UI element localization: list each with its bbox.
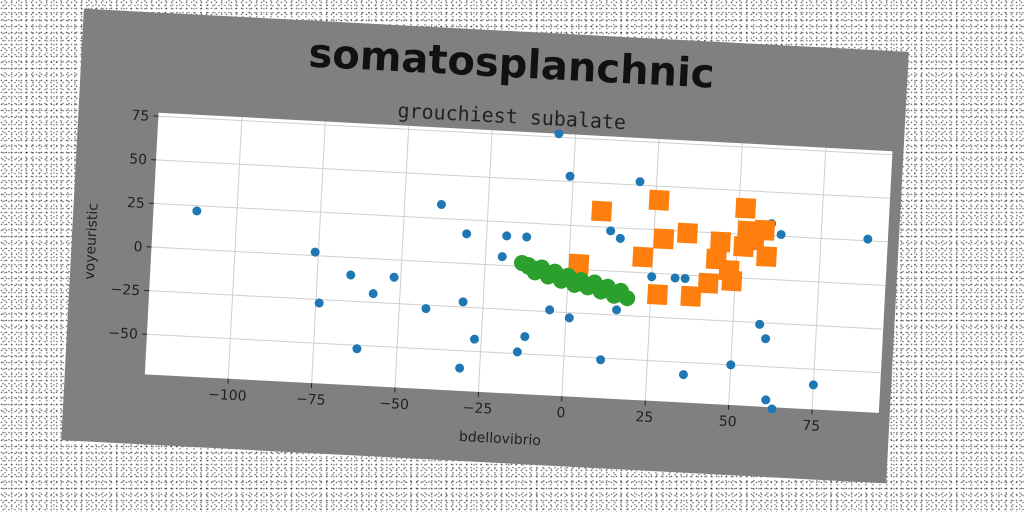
series-1-point <box>389 272 399 282</box>
y-tick-label: 75 <box>131 108 150 125</box>
series-1-point <box>368 289 378 299</box>
series-2-point <box>591 200 613 222</box>
series-1-point <box>192 206 202 216</box>
series-1-point <box>755 319 765 329</box>
x-grid-line <box>811 147 827 410</box>
series-2-point <box>756 246 778 268</box>
series-3-point <box>579 279 596 296</box>
series-1-point <box>776 230 786 240</box>
series-1-point <box>761 395 771 405</box>
series-1-point <box>678 370 688 380</box>
series-1-point <box>680 274 690 284</box>
series-1-point <box>522 232 532 242</box>
x-grid-line <box>644 138 660 401</box>
ticks: −100 −75 −50 −25 0 25 50 75 −50 −25 0 25 50 75 <box>108 108 821 435</box>
series-1-point <box>647 272 657 282</box>
y-tick-label: 25 <box>127 195 146 212</box>
series-1-point <box>497 252 507 262</box>
series-2-point <box>697 272 719 294</box>
series-3-point <box>619 290 636 307</box>
series-1-point <box>863 234 873 244</box>
series-3-point <box>540 268 557 285</box>
x-axis-label: bdellovibrio <box>459 429 542 449</box>
series-1-point <box>436 200 446 210</box>
series-1-point <box>520 332 530 342</box>
x-tick-label: 0 <box>556 405 566 421</box>
series-2-point <box>680 285 702 307</box>
series-3-point <box>526 264 543 281</box>
series-2-point <box>647 284 669 306</box>
data-marks <box>192 129 873 414</box>
series-3-point <box>566 276 583 293</box>
y-grid-line <box>158 115 893 156</box>
series-1-point <box>554 129 564 139</box>
series-1-point <box>512 347 522 357</box>
series-1-point <box>502 231 512 241</box>
series-2-point <box>709 231 732 253</box>
series-2-point <box>568 253 590 275</box>
series-1-point <box>346 270 356 280</box>
series-1-point <box>670 273 680 283</box>
x-tick-label: 75 <box>802 418 821 435</box>
series-1-point <box>470 334 480 344</box>
x-tick-label: −100 <box>208 387 247 405</box>
series-1-point <box>761 334 771 344</box>
x-grid-line <box>227 117 243 379</box>
series-1-point <box>314 298 324 308</box>
y-tick-label: 0 <box>133 239 143 255</box>
series-2-point <box>676 222 699 244</box>
y-tick-label: −50 <box>108 325 138 343</box>
series-1-point <box>455 363 465 373</box>
x-tick-label: −50 <box>379 396 409 414</box>
series-1-point <box>767 404 777 414</box>
series-2-point <box>754 219 776 241</box>
series-2-point <box>653 228 675 250</box>
series-1-point <box>615 233 625 243</box>
series-2-point <box>735 197 757 219</box>
series-1-point <box>421 304 431 314</box>
y-tick-label: −25 <box>110 282 140 300</box>
series-1-point <box>545 305 555 315</box>
series-2-point <box>632 246 654 268</box>
series-3-point <box>592 283 609 300</box>
series-1-point <box>726 360 736 370</box>
y-axis-label: voyeuristic <box>82 203 102 280</box>
series-2-point <box>721 270 743 292</box>
series-1-point <box>564 313 574 323</box>
y-tick-label: 50 <box>129 151 148 168</box>
series-1-point <box>808 380 818 390</box>
series-3-point <box>553 272 570 289</box>
series-3-point <box>605 287 622 304</box>
series-1-point <box>352 344 362 354</box>
series-1-point <box>565 171 575 181</box>
x-grid-line <box>477 130 493 392</box>
y-grid-line <box>156 159 891 199</box>
series-1-point <box>458 297 468 307</box>
series-1-point <box>596 355 606 365</box>
series-1-point <box>310 247 320 257</box>
x-tick-label: −25 <box>462 400 492 418</box>
x-tick-label: −75 <box>296 391 326 409</box>
x-grid-line <box>394 125 410 388</box>
series-1-point <box>606 226 616 236</box>
x-tick-label: 25 <box>635 409 654 426</box>
series-1-point <box>612 305 622 315</box>
series-1-point <box>462 229 472 239</box>
series-2-point <box>648 189 670 211</box>
x-tick-label: 50 <box>718 413 737 430</box>
series-1-point <box>635 177 645 187</box>
